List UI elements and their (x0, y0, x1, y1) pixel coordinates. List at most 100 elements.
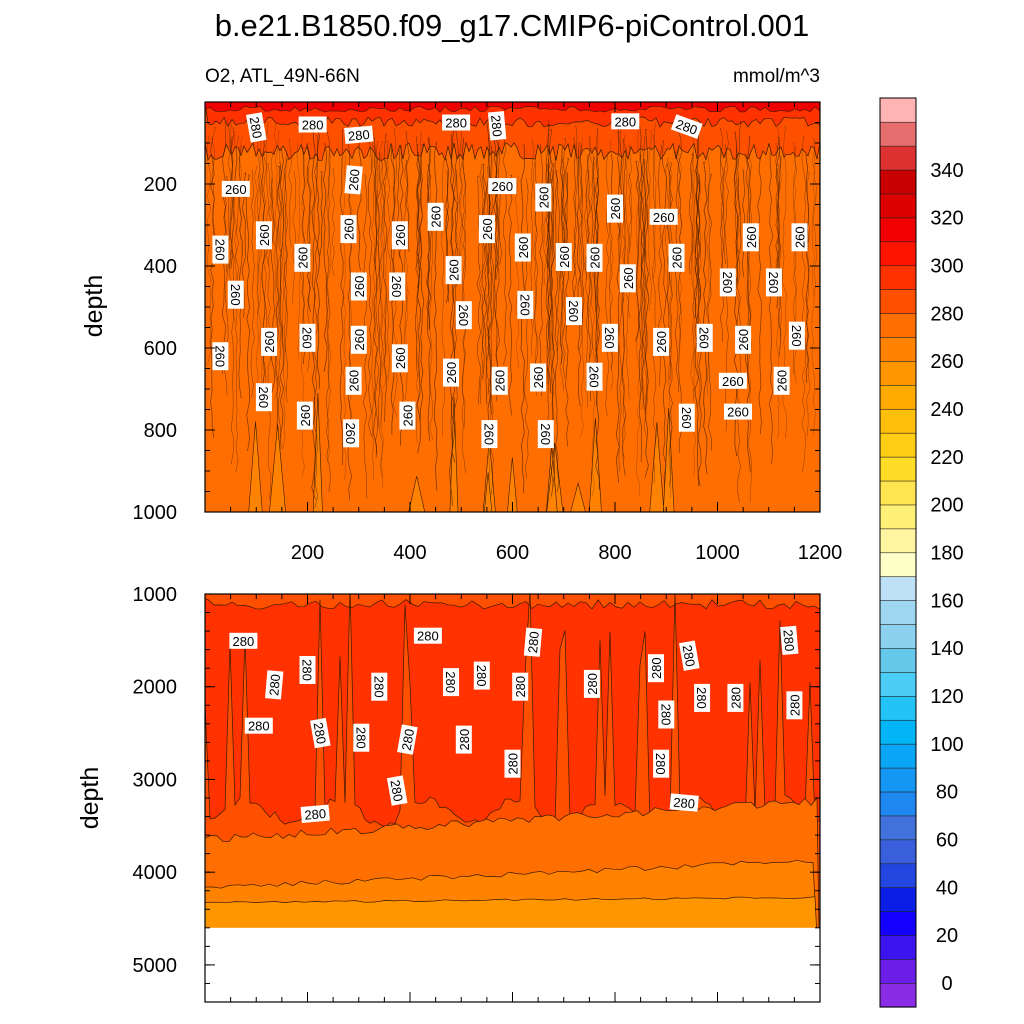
upper-contour-line (386, 140, 392, 381)
y-tick-label: 2000 (133, 677, 178, 699)
upper-contour-line (245, 174, 251, 452)
upper-contour-line (643, 161, 648, 438)
contour-label-box (344, 125, 374, 144)
contour-label-box (696, 323, 713, 352)
colorbar-tick-label: 60 (936, 830, 958, 852)
colorbar-swatch (879, 504, 917, 530)
upper-contour-line (605, 151, 610, 417)
colorbar-tick-label: 160 (930, 590, 963, 612)
upper-contour-line (331, 168, 335, 277)
upper-contour-line (306, 143, 311, 313)
contour-label-text: 260 (608, 198, 623, 220)
contour-label-text: 260 (493, 370, 508, 392)
upper-contour-line (689, 154, 694, 275)
upper-contour-line (453, 169, 458, 435)
contour-label-box (611, 113, 640, 130)
contour-label-box (555, 243, 572, 271)
colorbar-tick-label: 320 (930, 208, 963, 230)
colorbar-swatch (879, 145, 917, 171)
contour-label-box (229, 632, 258, 649)
upper-contour-line (579, 137, 584, 438)
lower-no-data-area (205, 927, 820, 1002)
upper-contour-line (371, 132, 376, 481)
upper-contour-line (652, 134, 657, 280)
upper-contour-line (461, 136, 467, 474)
upper-contour-line (643, 173, 648, 414)
contour-label: 260 (678, 403, 695, 432)
colorbar-tick-label: 180 (930, 543, 963, 565)
upper-contour-line (576, 141, 582, 407)
contour-label-text: 260 (393, 224, 408, 246)
contour-label-box (537, 420, 554, 449)
upper-contour-line (811, 137, 816, 438)
upper-contour-line (426, 164, 432, 441)
contour-label-text: 280 (445, 116, 467, 131)
contour-label-text: 280 (353, 727, 368, 749)
contour-label: 260 (212, 342, 229, 371)
contour-label-text: 280 (347, 127, 370, 144)
upper-contour-line (533, 156, 538, 397)
x-tick-label: 600 (496, 542, 529, 564)
upper-contour-line (323, 143, 328, 372)
contour-label-box (244, 717, 273, 734)
contour-label-text: 280 (614, 114, 636, 129)
contour-label-text: 280 (247, 115, 266, 139)
colorbar-tick-label: 260 (930, 351, 963, 373)
contour-label: 260 (221, 180, 250, 197)
upper-contour-line (441, 160, 446, 437)
upper-contour-line (647, 130, 652, 312)
contour-label: 280 (473, 661, 490, 690)
contour-label: 260 (788, 321, 805, 350)
contour-label: 260 (773, 366, 790, 395)
contour-label-box (491, 366, 508, 395)
contour-label-text: 260 (342, 218, 357, 240)
contour-label-text: 260 (257, 224, 272, 246)
upper-contour-line (256, 133, 261, 314)
contour-label-box (397, 724, 418, 755)
x-tick-label: 1200 (798, 542, 843, 564)
colorbar-swatch (879, 863, 917, 888)
upper-contour-line (539, 143, 544, 397)
contour-label-text: 280 (787, 694, 802, 716)
contour-label-box (481, 420, 498, 449)
upper-contour-line (595, 177, 600, 490)
contour-label-box (309, 717, 331, 749)
contour-label-box (786, 691, 803, 720)
colorbar-tick-label: 140 (930, 638, 963, 660)
contour-label-box (353, 723, 370, 752)
contour-label-box (670, 114, 703, 139)
y-tick-label: 800 (144, 420, 177, 442)
upper-contour-line (238, 146, 243, 399)
contour-label-box (535, 183, 552, 212)
contour-label: 260 (491, 366, 508, 395)
contour-label: 260 (566, 297, 582, 326)
contour-label-text: 260 (720, 272, 735, 294)
contour-label: 260 (649, 208, 678, 225)
contour-label-text: 260 (736, 329, 751, 351)
contour-label-box (298, 116, 327, 133)
contour-label-box (300, 804, 330, 823)
contour-label-box (399, 401, 416, 430)
contour-label: 260 (299, 323, 316, 352)
contour-label-text: 280 (474, 665, 489, 687)
upper-contour-line (545, 124, 551, 449)
contour-label: 260 (478, 215, 495, 244)
colorbar-tick-label: 20 (936, 925, 958, 947)
colorbar-swatch (879, 815, 917, 841)
contour-label-box (488, 178, 517, 195)
upper-contour-line (806, 171, 811, 437)
colorbar-tick-label: 80 (936, 782, 958, 804)
contour-label-box (773, 366, 790, 395)
contour-label: 260 (212, 235, 229, 264)
contour-label-text: 280 (649, 657, 664, 679)
upper-contour-line (705, 155, 710, 396)
upper-contour-line (481, 175, 487, 380)
contour-label-text: 260 (697, 327, 712, 349)
contour-label-box (473, 661, 490, 690)
contour-label: 260 (601, 323, 618, 352)
contour-label-box (350, 272, 367, 301)
colorbar-tick-label: 340 (930, 160, 963, 182)
contour-label: 280 (670, 114, 703, 139)
contour-label-text: 260 (256, 386, 271, 408)
